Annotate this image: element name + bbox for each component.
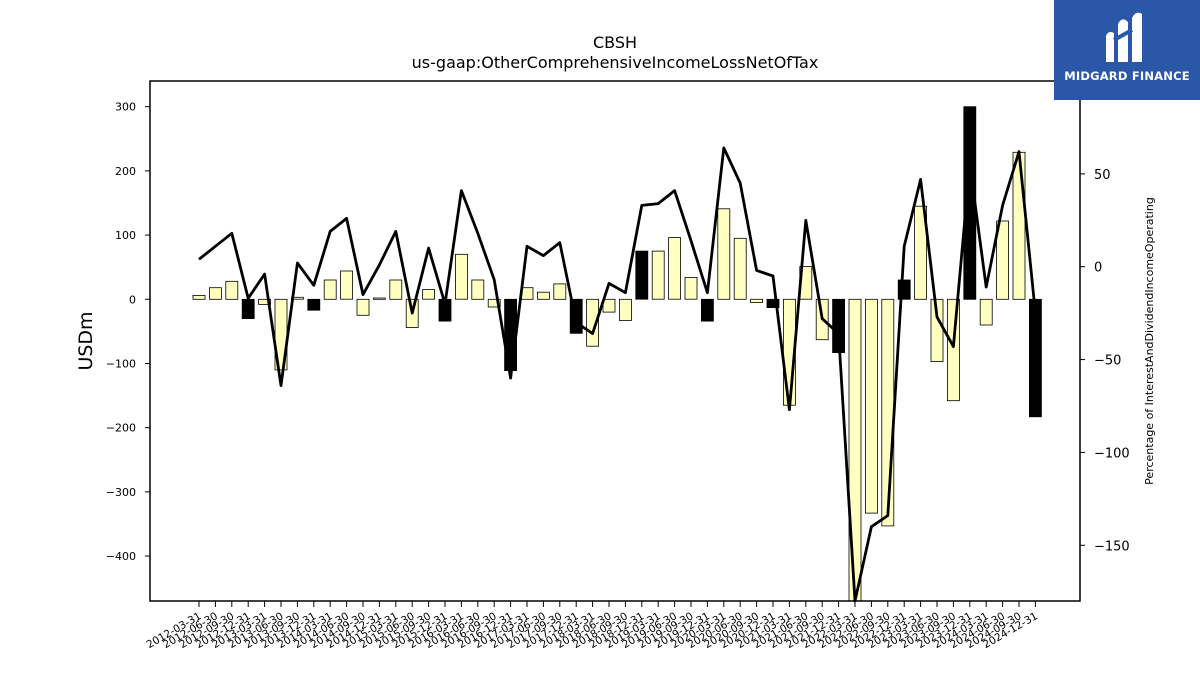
bar-2022-09-30 <box>881 298 895 527</box>
midgard-finance-logo: MIDGARD FINANCE <box>1054 0 1200 100</box>
bar-2020-03-31 <box>717 208 731 300</box>
bar-2022-06-30 <box>865 298 878 514</box>
bar-2018-03-31 <box>586 298 599 347</box>
bar-2020-09-30 <box>750 298 763 303</box>
bar-2014-12-31 <box>372 297 386 300</box>
y-axis: 300 200 100 0 −100 −200 −300 −400 <box>106 101 150 563</box>
line-layer <box>198 146 1037 603</box>
series-line <box>198 146 1037 603</box>
bar-2020-12-31 <box>766 298 780 308</box>
plot-frame <box>149 80 1081 602</box>
y2-axis-label: Percentage of InterestAndDividendIncomeO… <box>1143 197 1156 485</box>
bar-2014-06-30 <box>340 270 354 300</box>
y-tick-label: −400 <box>106 550 136 563</box>
bars-layer <box>192 106 1042 602</box>
bar-2022-03-31 <box>848 298 862 602</box>
bar-2017-09-30 <box>553 283 567 300</box>
logo-text: MIDGARD FINANCE <box>1064 69 1190 83</box>
bar-2016-06-30 <box>471 279 485 300</box>
logo-mark-icon <box>1106 12 1142 63</box>
bar-2018-09-30 <box>619 298 632 321</box>
bar-2018-06-30 <box>602 298 616 313</box>
bar-2019-12-31 <box>701 298 714 322</box>
y-tick-label: −300 <box>106 486 136 499</box>
y2-tick-label: 0 <box>1094 261 1102 276</box>
y-tick-label: 200 <box>115 165 136 178</box>
bar-2023-03-31 <box>914 205 927 300</box>
y2-tick-label: −100 <box>1094 446 1130 461</box>
chart-title: CBSH <box>593 33 637 52</box>
bar-2014-09-30 <box>356 298 370 316</box>
y2-axis: 50 0 −50 −100 −150 <box>1080 168 1130 554</box>
y-tick-label: −200 <box>106 422 136 435</box>
y-axis-label: USDm <box>75 311 97 370</box>
bar-2012-06-30 <box>208 287 222 300</box>
bar-2012-12-31 <box>241 298 255 319</box>
bar-2013-12-31 <box>307 298 321 311</box>
bar-2024-09-30 <box>1012 151 1026 300</box>
y2-tick-label: −50 <box>1094 354 1121 369</box>
bar-2014-03-31 <box>323 279 337 300</box>
x-axis: 2012-03-312012-06-302012-09-302012-12-31… <box>145 601 1040 651</box>
chart-subtitle: us-gaap:OtherComprehensiveIncomeLossNetO… <box>412 53 819 72</box>
bar-2019-09-30 <box>684 276 698 300</box>
y-tick-label: 300 <box>115 101 136 114</box>
y2-tick-label: −150 <box>1094 539 1130 554</box>
bar-2024-06-30 <box>996 220 1009 300</box>
bar-2013-03-31 <box>258 298 272 305</box>
bar-2015-09-30 <box>422 289 436 300</box>
bar-2016-03-31 <box>454 253 468 300</box>
bar-2018-12-31 <box>635 250 649 300</box>
y2-tick-label: 50 <box>1094 168 1111 183</box>
bar-2020-06-30 <box>733 237 747 300</box>
bar-2015-03-31 <box>389 279 403 300</box>
bar-2024-12-31 <box>1029 298 1042 418</box>
y-tick-label: 100 <box>115 229 136 242</box>
bar-2019-03-31 <box>651 250 665 300</box>
bar-2024-03-31 <box>979 298 993 326</box>
bar-2017-06-30 <box>537 291 550 300</box>
y-tick-label: 0 <box>129 293 136 306</box>
bar-2012-09-30 <box>225 280 239 300</box>
bar-2019-06-30 <box>668 237 681 300</box>
y-tick-label: −100 <box>106 357 136 370</box>
bar-2012-03-31 <box>192 294 206 300</box>
bar-2016-09-30 <box>487 298 501 308</box>
